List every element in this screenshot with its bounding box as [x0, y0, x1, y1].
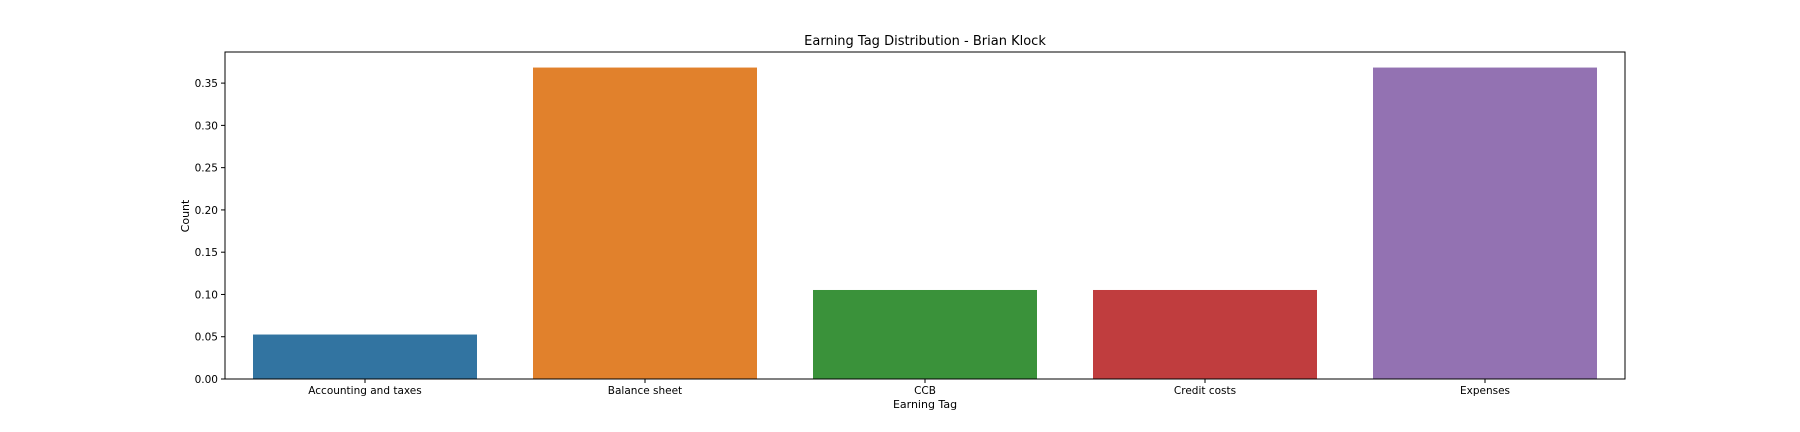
y-tick-label: 0.20 [195, 205, 218, 217]
x-axis: Accounting and taxes Balance sheet CCB Cred… [308, 379, 1510, 397]
y-tick-label: 0.30 [195, 120, 218, 132]
y-axis: 0.00 0.05 0.10 0.15 0.20 0.25 0.30 0.35 [195, 78, 225, 386]
y-tick-label: 0.05 [195, 332, 218, 344]
bar-credit-costs [1093, 289, 1317, 379]
y-tick-label: 0.25 [195, 163, 218, 175]
x-tick-label: Accounting and taxes [308, 385, 421, 397]
x-tick-label: Credit costs [1174, 385, 1236, 397]
bar-accounting-and-taxes [253, 334, 477, 379]
bars-group [253, 67, 1597, 379]
bar-expenses [1373, 67, 1597, 379]
x-tick-label: CCB [914, 385, 936, 397]
chart-title: Earning Tag Distribution - Brian Klock [804, 34, 1046, 49]
x-axis-label: Earning Tag [893, 398, 957, 411]
bar-ccb [813, 289, 1037, 379]
y-tick-label: 0.10 [195, 289, 218, 301]
y-tick-label: 0.00 [195, 374, 218, 386]
y-axis-label: Count [179, 199, 192, 232]
x-tick-label: Balance sheet [608, 385, 682, 397]
y-tick-label: 0.35 [195, 78, 218, 90]
bar-balance-sheet [533, 67, 757, 379]
y-tick-label: 0.15 [195, 247, 218, 259]
x-tick-label: Expenses [1460, 385, 1510, 397]
